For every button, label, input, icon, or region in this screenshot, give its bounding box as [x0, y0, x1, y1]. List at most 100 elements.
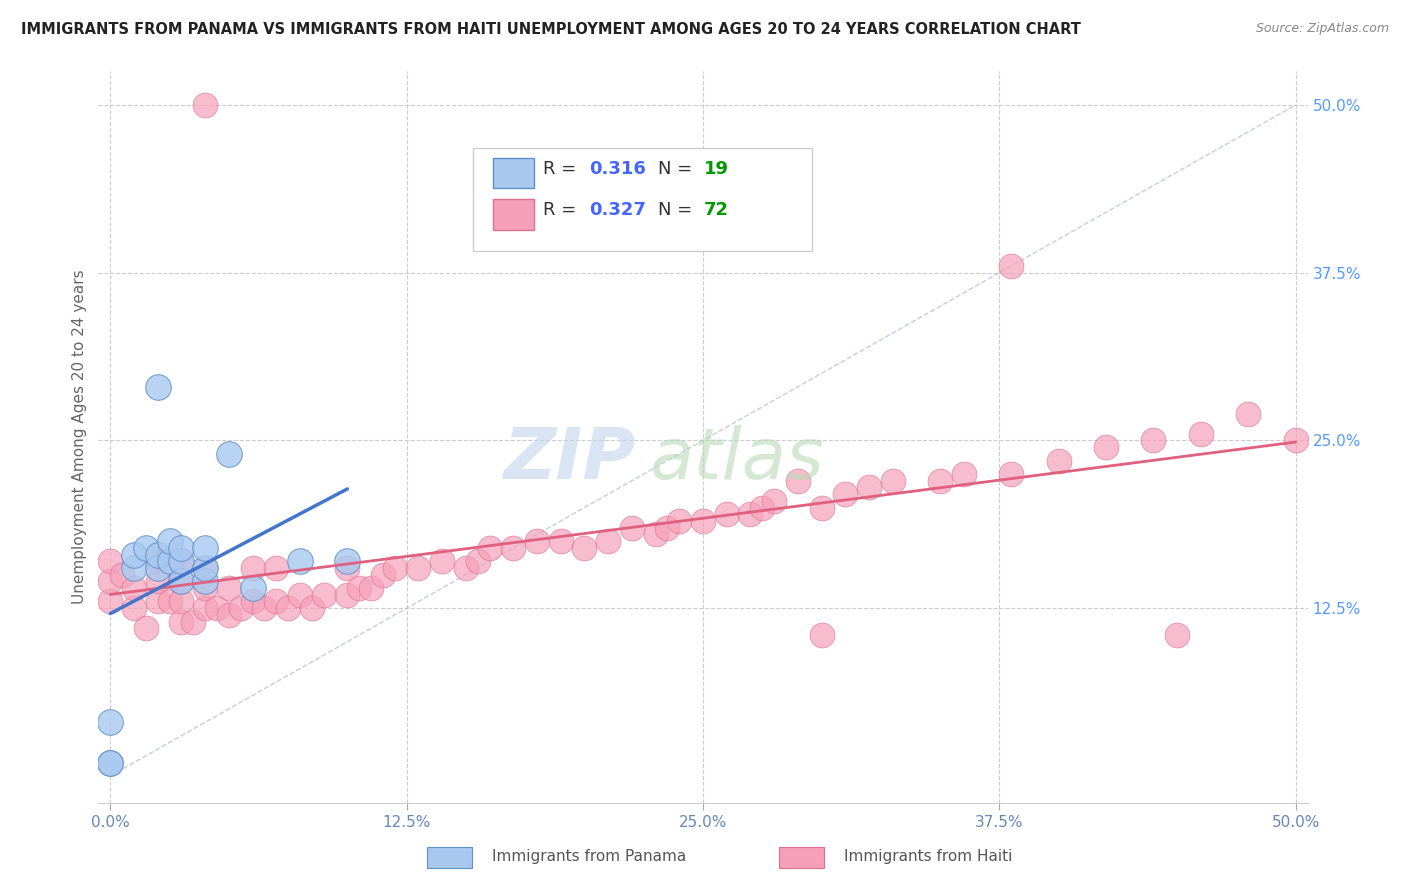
Text: IMMIGRANTS FROM PANAMA VS IMMIGRANTS FROM HAITI UNEMPLOYMENT AMONG AGES 20 TO 24: IMMIGRANTS FROM PANAMA VS IMMIGRANTS FRO…: [21, 22, 1081, 37]
Point: [98, 574, 121, 589]
Point: [146, 548, 169, 562]
Point: [763, 493, 786, 508]
Point: [371, 567, 394, 582]
Text: ZIP: ZIP: [505, 425, 637, 493]
Point: [1285, 434, 1308, 448]
Text: Immigrants from Haiti: Immigrants from Haiti: [844, 849, 1012, 863]
Point: [253, 601, 276, 615]
Point: [242, 594, 264, 608]
Point: [740, 508, 762, 522]
FancyBboxPatch shape: [474, 148, 811, 251]
Point: [146, 561, 169, 575]
Point: [170, 574, 193, 589]
Point: [1047, 453, 1070, 467]
Point: [242, 581, 264, 595]
Point: [135, 541, 157, 555]
Point: [205, 601, 228, 615]
Point: [716, 508, 738, 522]
Point: [194, 561, 217, 575]
Point: [277, 601, 299, 615]
Point: [301, 601, 323, 615]
Point: [170, 615, 193, 629]
Point: [122, 561, 145, 575]
Point: [384, 561, 406, 575]
Point: [170, 541, 193, 555]
Point: [229, 601, 252, 615]
Point: [98, 594, 121, 608]
Y-axis label: Unemployment Among Ages 20 to 24 years: Unemployment Among Ages 20 to 24 years: [72, 269, 87, 605]
Point: [170, 554, 193, 568]
Point: [146, 554, 169, 568]
Point: [312, 588, 335, 602]
Point: [146, 574, 169, 589]
Point: [181, 615, 204, 629]
Point: [242, 561, 264, 575]
Point: [810, 628, 832, 642]
Point: [952, 467, 974, 481]
Point: [218, 447, 240, 461]
Point: [159, 554, 181, 568]
Text: 19: 19: [704, 160, 730, 178]
Point: [146, 380, 169, 394]
Point: [1189, 426, 1212, 441]
Point: [598, 534, 620, 549]
Point: [264, 594, 287, 608]
Point: [882, 474, 904, 488]
Point: [1237, 407, 1260, 421]
Point: [347, 581, 370, 595]
Point: [111, 567, 134, 582]
Point: [432, 554, 454, 568]
Text: R =: R =: [543, 202, 582, 219]
Point: [159, 554, 181, 568]
Point: [122, 601, 145, 615]
Text: N =: N =: [658, 202, 699, 219]
Point: [1166, 628, 1188, 642]
Point: [135, 621, 157, 635]
Text: N =: N =: [658, 160, 699, 178]
Point: [194, 561, 217, 575]
Point: [170, 594, 193, 608]
Point: [170, 574, 193, 589]
Point: [194, 574, 217, 589]
Point: [194, 581, 217, 595]
Point: [858, 480, 880, 494]
Point: [1142, 434, 1164, 448]
Point: [146, 594, 169, 608]
Point: [454, 561, 477, 575]
Point: [550, 534, 572, 549]
Point: [98, 554, 121, 568]
Point: [574, 541, 596, 555]
FancyBboxPatch shape: [492, 199, 534, 230]
Point: [336, 561, 359, 575]
Point: [502, 541, 524, 555]
Point: [408, 561, 430, 575]
Point: [264, 561, 287, 575]
Point: [288, 588, 311, 602]
Point: [170, 554, 193, 568]
Point: [1000, 467, 1022, 481]
Point: [834, 487, 856, 501]
Point: [288, 554, 311, 568]
Point: [194, 601, 217, 615]
Point: [122, 581, 145, 595]
Point: [159, 534, 181, 549]
Point: [1000, 259, 1022, 273]
Point: [360, 581, 382, 595]
Text: Source: ZipAtlas.com: Source: ZipAtlas.com: [1256, 22, 1389, 36]
Point: [218, 607, 240, 622]
Text: 72: 72: [704, 202, 730, 219]
Point: [810, 500, 832, 515]
Point: [122, 548, 145, 562]
Point: [620, 521, 643, 535]
Text: Immigrants from Panama: Immigrants from Panama: [492, 849, 686, 863]
Point: [98, 756, 121, 770]
Point: [657, 521, 679, 535]
Point: [467, 554, 489, 568]
Point: [218, 581, 240, 595]
Text: atlas: atlas: [648, 425, 823, 493]
Point: [478, 541, 501, 555]
Point: [692, 514, 714, 528]
Point: [644, 527, 666, 541]
Point: [336, 554, 359, 568]
Point: [194, 541, 217, 555]
